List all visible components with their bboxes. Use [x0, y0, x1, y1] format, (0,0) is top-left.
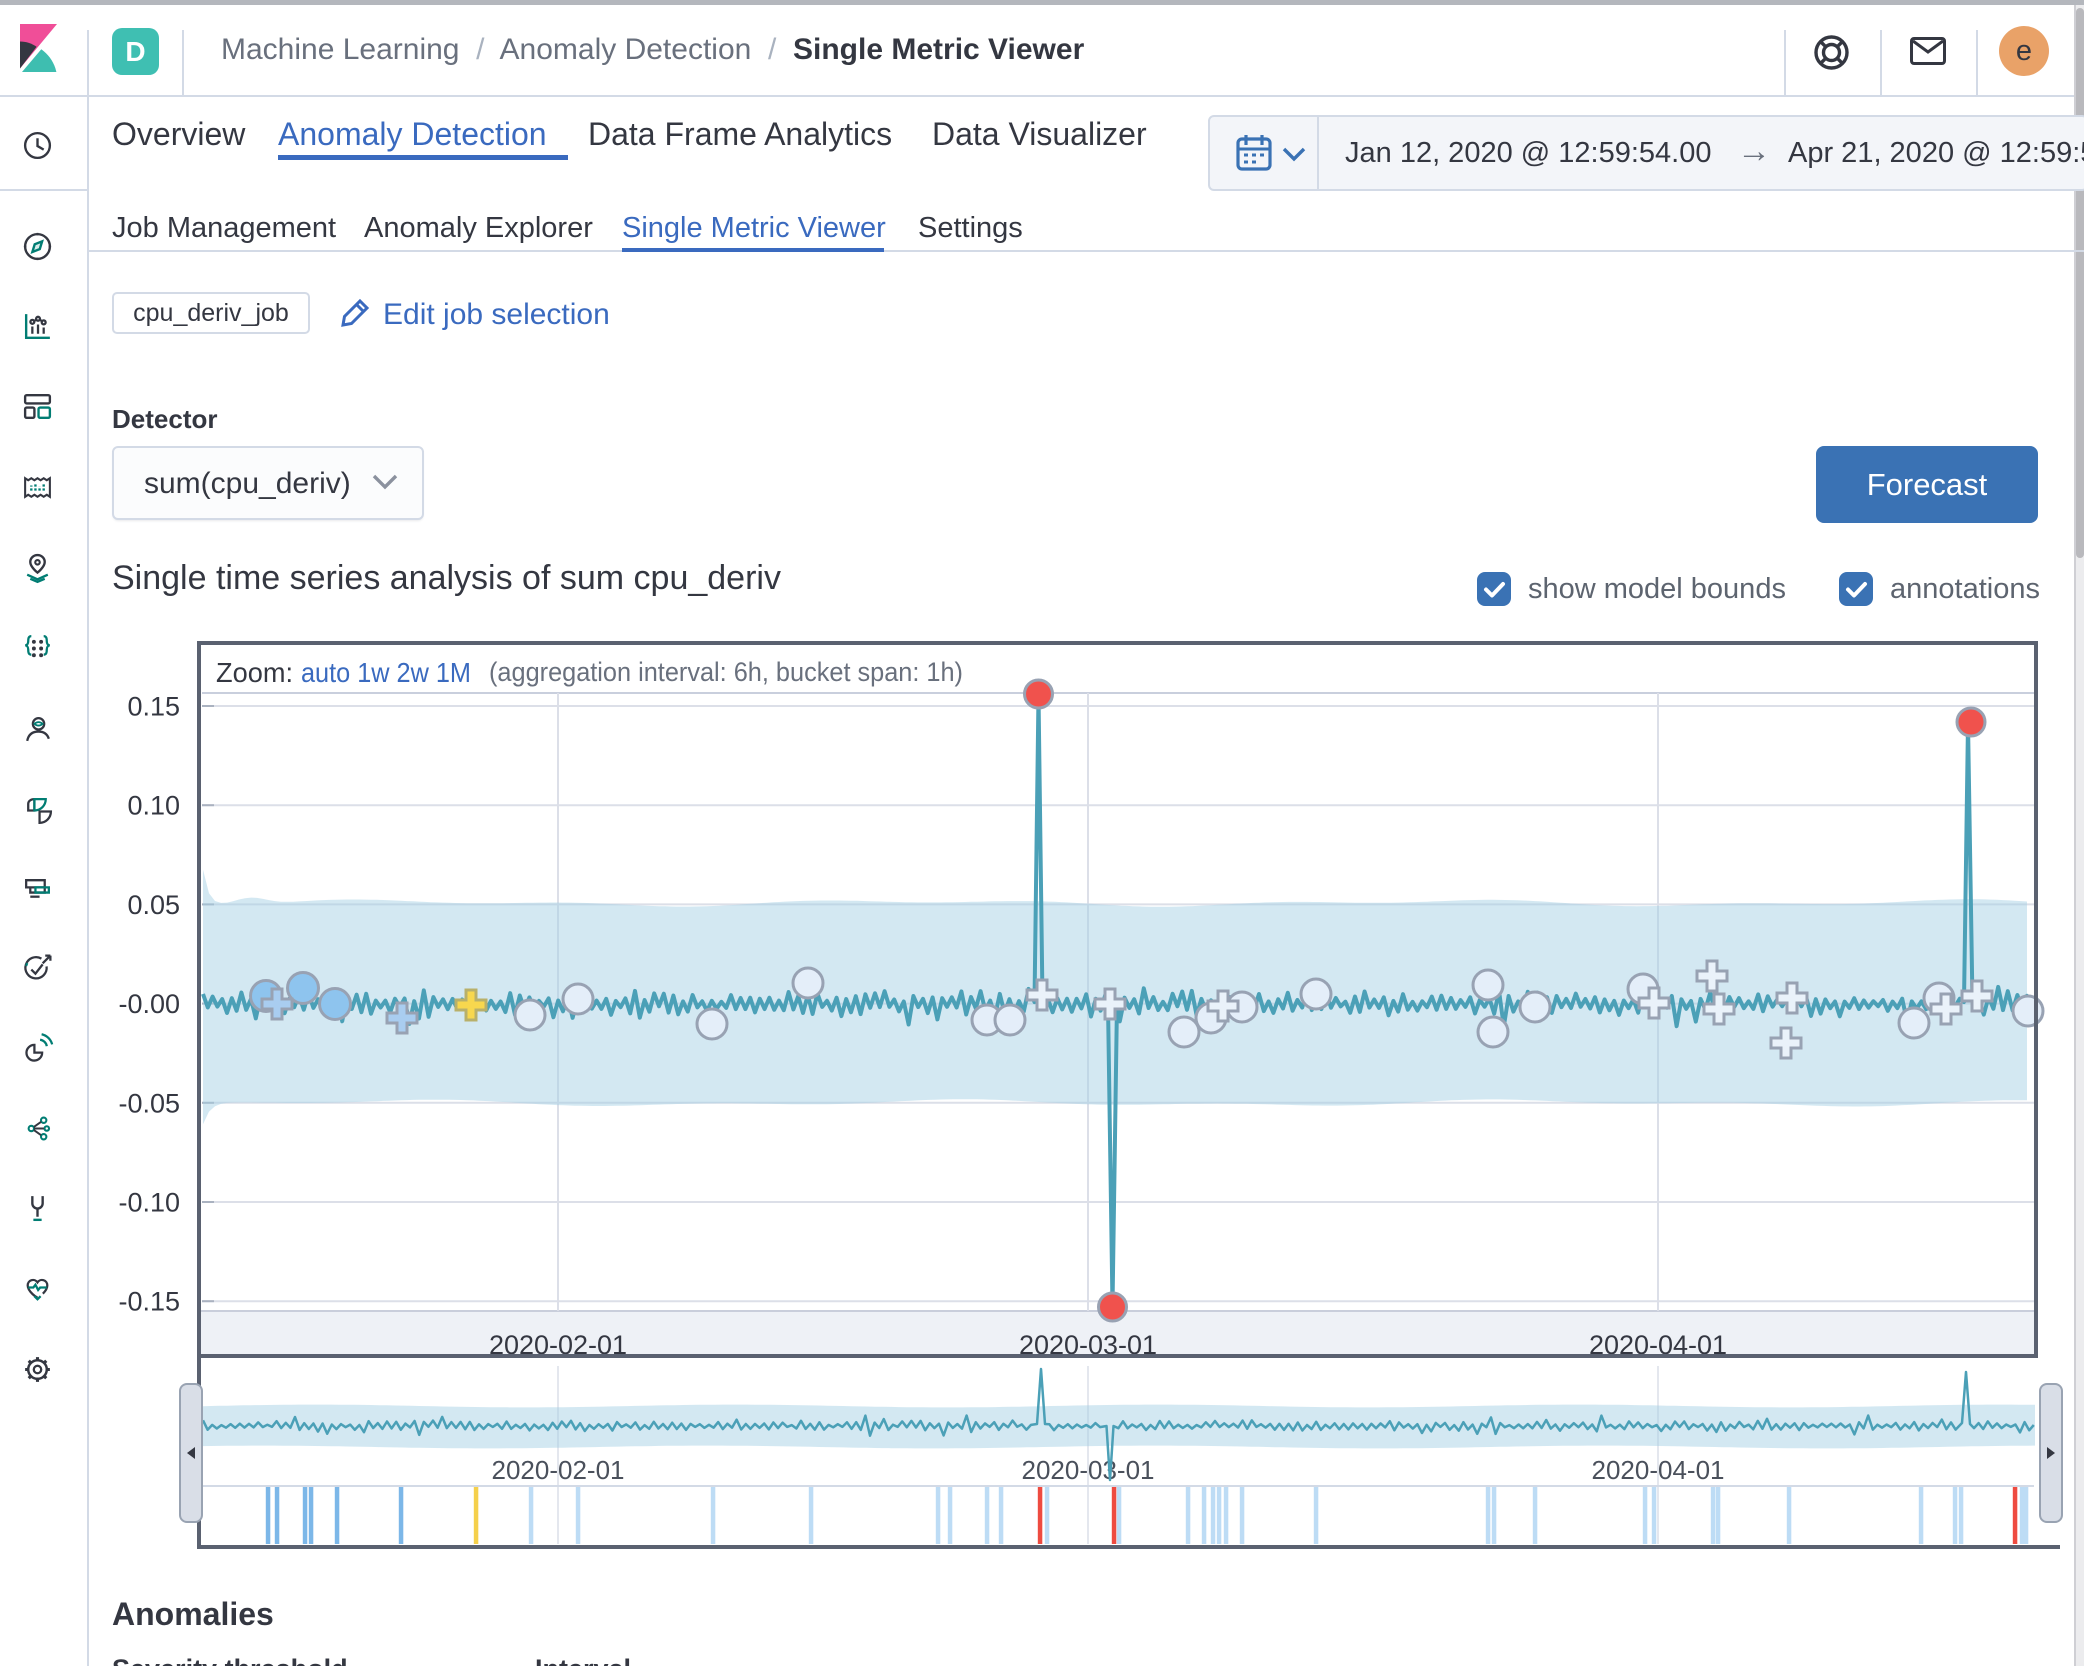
svg-text:0.10: 0.10	[127, 791, 180, 821]
svg-text:0.15: 0.15	[127, 692, 180, 722]
svg-text:0.05: 0.05	[127, 890, 180, 920]
svg-text:2020-03-01: 2020-03-01	[1022, 1455, 1155, 1485]
svg-text:-0.15: -0.15	[118, 1287, 180, 1317]
svg-text:Zoom:: Zoom:	[216, 657, 293, 688]
svg-text:2020-04-01: 2020-04-01	[1592, 1455, 1725, 1485]
svg-text:(aggregation interval: 6h, buc: (aggregation interval: 6h, bucket span: …	[489, 657, 963, 687]
svg-text:-0.00: -0.00	[118, 989, 180, 1019]
svg-text:-0.05: -0.05	[118, 1088, 180, 1118]
svg-text:2020-02-01: 2020-02-01	[492, 1455, 625, 1485]
svg-text:-0.10: -0.10	[118, 1188, 180, 1218]
svg-text:auto 1w 2w 1M: auto 1w 2w 1M	[301, 657, 471, 688]
